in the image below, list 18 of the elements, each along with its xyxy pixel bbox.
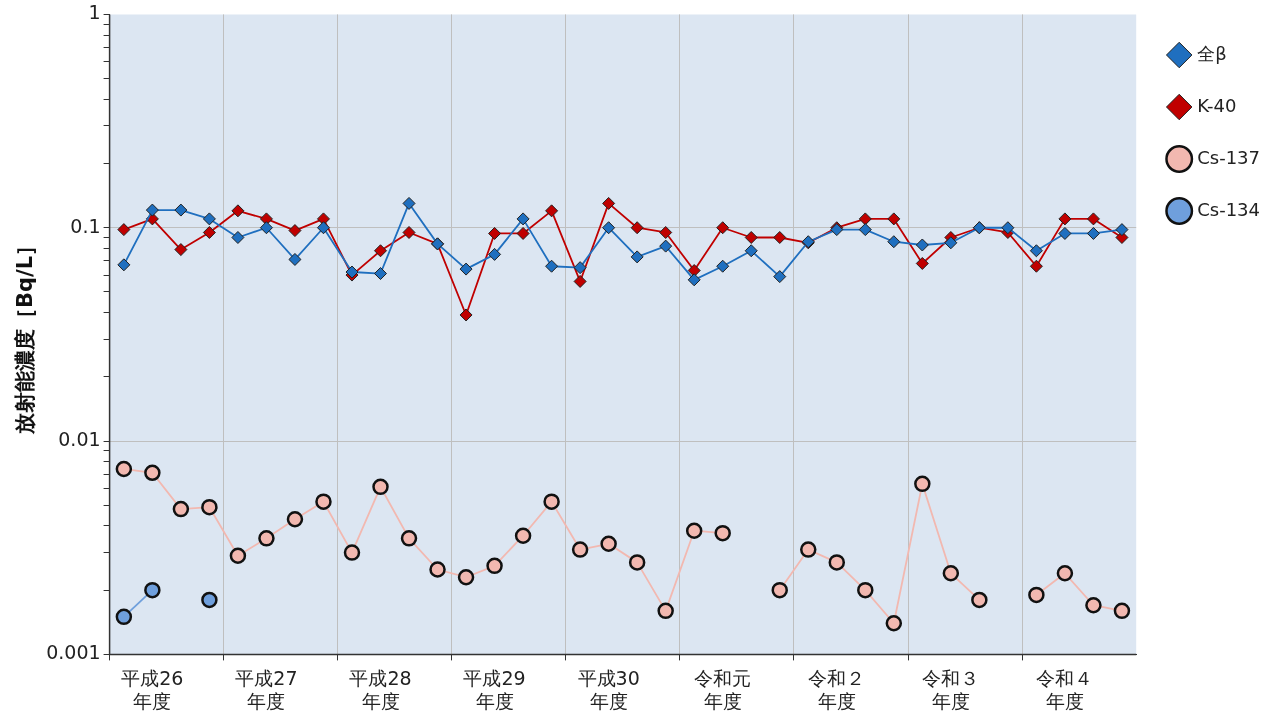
x-tick-label: 平成29年度 (463, 666, 526, 712)
x-tick-label: 令和３年度 (922, 666, 980, 712)
x-tick-label: 平成27年度 (235, 666, 298, 712)
legend-label: K-40 (1197, 94, 1237, 116)
x-tick-label: 平成30年度 (577, 666, 640, 712)
y-axis-title: 放射能濃度［Bq/L］ (13, 234, 38, 435)
legend-label: Cs-134 (1197, 198, 1261, 220)
x-tick-label: 令和２年度 (808, 666, 866, 712)
x-tick-label: 平成28年度 (349, 666, 412, 712)
x-tick-label: 令和４年度 (1036, 666, 1094, 712)
y-tick-label: 0.1 (70, 214, 101, 237)
x-tick-label: 令和元年度 (694, 666, 752, 712)
y-tick-label: 0.001 (46, 641, 101, 664)
legend-label: Cs-137 (1197, 146, 1261, 168)
y-tick-label: 1 (88, 1, 101, 24)
legend-label: 全β (1197, 42, 1227, 64)
y-tick-label: 0.01 (58, 428, 101, 450)
x-tick-label: 平成26年度 (121, 666, 184, 712)
